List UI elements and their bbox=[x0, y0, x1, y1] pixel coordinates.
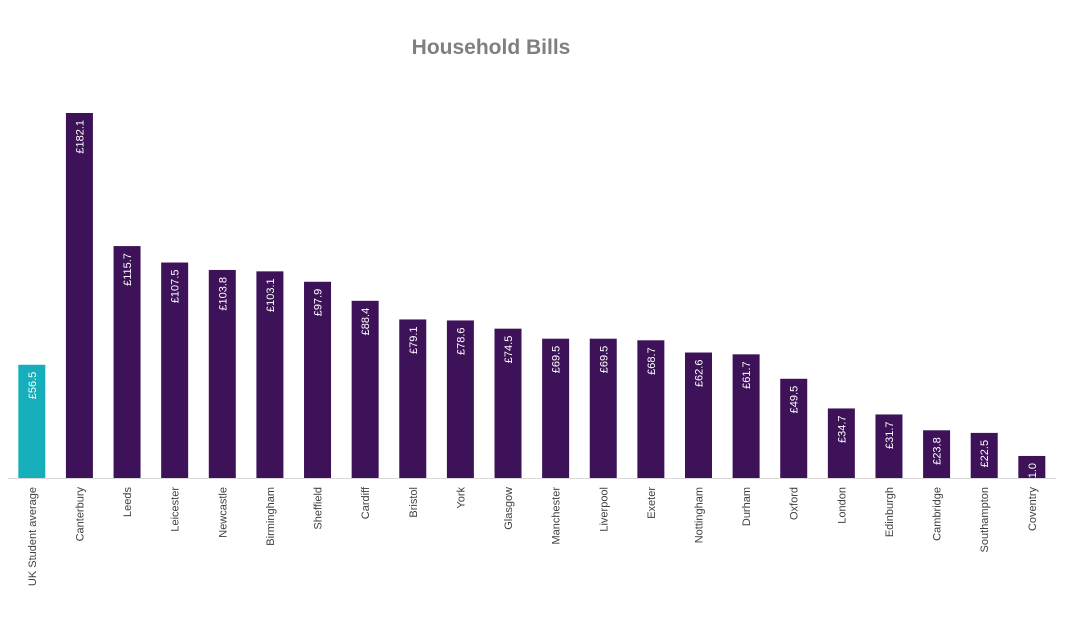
label-group: £61.7 bbox=[741, 361, 753, 389]
bar bbox=[399, 319, 427, 478]
x-tick-label: London bbox=[836, 487, 848, 524]
label-group: £68.7 bbox=[646, 347, 658, 375]
x-tick-label: Manchester bbox=[551, 487, 563, 545]
bar bbox=[589, 338, 617, 478]
bar bbox=[875, 414, 903, 478]
bar bbox=[494, 328, 522, 478]
x-tick-label: Leicester bbox=[170, 487, 182, 532]
label-group: £107.5 bbox=[170, 270, 182, 304]
x-tick-label: Canterbury bbox=[74, 487, 86, 542]
bar bbox=[113, 246, 141, 478]
label-group: £56.5 bbox=[27, 372, 39, 400]
label-group: £103.8 bbox=[217, 277, 229, 311]
bar bbox=[351, 300, 379, 478]
value-label: £11.0 bbox=[1027, 463, 1039, 490]
x-tick-label: Durham bbox=[741, 487, 753, 526]
x-tick-label: Southampton bbox=[979, 487, 991, 552]
value-label: £69.5 bbox=[551, 346, 563, 374]
bar bbox=[161, 262, 189, 478]
x-tick-label: Edinburgh bbox=[884, 487, 896, 537]
value-label: £22.5 bbox=[979, 440, 991, 468]
label-group: £182.1 bbox=[74, 120, 86, 154]
bar bbox=[446, 320, 474, 478]
x-tick-label: UK Student average bbox=[27, 487, 39, 586]
value-label: £31.7 bbox=[884, 421, 896, 449]
value-label: £78.6 bbox=[455, 327, 467, 355]
bar bbox=[1018, 455, 1046, 478]
x-tick-label: Oxford bbox=[789, 487, 801, 520]
value-label: £49.5 bbox=[789, 386, 801, 414]
x-tick-label: Cambridge bbox=[932, 487, 944, 541]
label-group: £74.5 bbox=[503, 336, 515, 364]
value-label: £23.8 bbox=[932, 437, 944, 465]
value-label: £34.7 bbox=[836, 415, 848, 443]
label-group: £69.5 bbox=[551, 346, 563, 374]
value-label: £103.1 bbox=[265, 278, 277, 312]
label-group: £49.5 bbox=[789, 386, 801, 414]
bar bbox=[304, 281, 332, 478]
bar bbox=[208, 269, 236, 478]
x-tick-label: Glasgow bbox=[503, 487, 515, 530]
x-tick-label: Cardiff bbox=[360, 486, 372, 519]
label-group: £11.0 bbox=[1027, 463, 1039, 490]
value-label: £62.6 bbox=[693, 360, 705, 388]
value-label: £115.7 bbox=[122, 253, 134, 286]
bar bbox=[923, 430, 951, 478]
bar bbox=[542, 338, 570, 478]
label-group: £62.6 bbox=[693, 360, 705, 388]
x-tick-label: Liverpool bbox=[598, 487, 610, 532]
value-label: £79.1 bbox=[408, 326, 420, 354]
x-tick-label: Sheffield bbox=[313, 487, 325, 530]
bar bbox=[684, 352, 712, 478]
value-label: £97.9 bbox=[313, 289, 325, 317]
x-tick-label: Birmingham bbox=[265, 487, 277, 546]
value-label: £74.5 bbox=[503, 336, 515, 364]
bar bbox=[637, 340, 665, 478]
bar bbox=[65, 113, 93, 478]
x-tick-label: Nottingham bbox=[693, 487, 705, 543]
bar bbox=[18, 364, 46, 478]
x-tick-label: Newcastle bbox=[217, 487, 229, 538]
label-group: £78.6 bbox=[455, 327, 467, 355]
label-group: £31.7 bbox=[884, 421, 896, 449]
value-label: £56.5 bbox=[27, 372, 39, 400]
label-group: £23.8 bbox=[932, 437, 944, 465]
value-label: £68.7 bbox=[646, 347, 658, 375]
bar bbox=[827, 408, 855, 478]
label-group: £88.4 bbox=[360, 308, 372, 336]
bar bbox=[780, 378, 808, 478]
label-group: £103.1 bbox=[265, 278, 277, 312]
x-tick-label: Exeter bbox=[646, 487, 658, 519]
label-group: £22.5 bbox=[979, 440, 991, 468]
value-label: £69.5 bbox=[598, 346, 610, 374]
bar bbox=[732, 354, 760, 478]
label-group: £97.9 bbox=[313, 289, 325, 317]
bar bbox=[970, 432, 998, 478]
x-tick-label: Leeds bbox=[122, 487, 134, 517]
bar bbox=[256, 271, 284, 478]
label-group: £69.5 bbox=[598, 346, 610, 374]
label-group: £34.7 bbox=[836, 415, 848, 443]
value-label: £107.5 bbox=[170, 270, 182, 304]
value-label: £88.4 bbox=[360, 308, 372, 336]
value-label: £103.8 bbox=[217, 277, 229, 311]
label-group: £115.7 bbox=[122, 253, 134, 286]
chart-title: Household Bills bbox=[412, 36, 571, 59]
label-group: £79.1 bbox=[408, 326, 420, 354]
x-tick-label: Coventry bbox=[1027, 487, 1039, 532]
x-tick-label: Bristol bbox=[408, 487, 420, 518]
x-tick-label: York bbox=[455, 487, 467, 509]
value-label: £182.1 bbox=[74, 120, 86, 154]
value-label: £61.7 bbox=[741, 361, 753, 389]
